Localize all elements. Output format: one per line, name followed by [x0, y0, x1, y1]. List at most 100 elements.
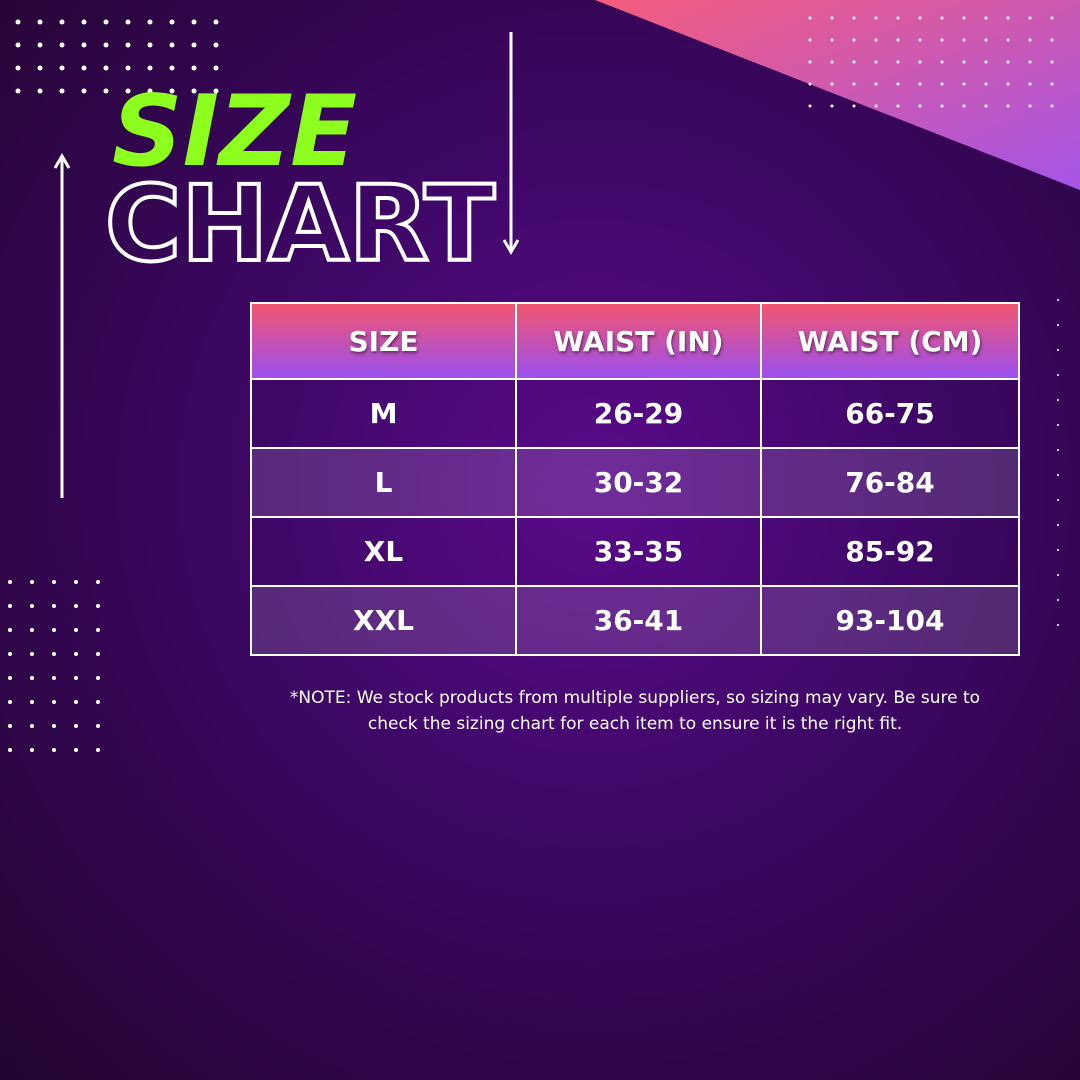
dot [15, 88, 21, 94]
dot [52, 700, 56, 704]
dot [940, 82, 944, 86]
dot [37, 65, 43, 71]
dot [213, 42, 219, 48]
dot [96, 604, 100, 608]
dot [74, 676, 78, 680]
dot [52, 604, 56, 608]
dot [81, 65, 87, 71]
dot [874, 16, 878, 20]
dot [830, 104, 834, 108]
dot [940, 104, 944, 108]
dot [52, 748, 56, 752]
dot [191, 65, 197, 71]
note: *NOTE: We stock products from multiple s… [289, 688, 981, 734]
dot [940, 60, 944, 64]
dot [37, 42, 43, 48]
dot [984, 38, 988, 42]
dot [96, 652, 100, 656]
dot [874, 82, 878, 86]
dot [59, 42, 65, 48]
table-cell: L [250, 447, 517, 518]
table-cell: 30-32 [515, 447, 762, 518]
dot [1006, 16, 1010, 20]
dot [962, 38, 966, 42]
arrow-head [502, 239, 520, 255]
dot [125, 65, 131, 71]
dot [52, 676, 56, 680]
dot [74, 652, 78, 656]
dot [830, 60, 834, 64]
dot [1028, 60, 1032, 64]
dot [169, 65, 175, 71]
dot [59, 65, 65, 71]
dot [1050, 82, 1054, 86]
dot [125, 88, 131, 94]
dot [8, 676, 12, 680]
dot [30, 724, 34, 728]
dot [1057, 474, 1059, 476]
dot [8, 604, 12, 608]
dot [852, 60, 856, 64]
dot [984, 82, 988, 86]
dot [81, 42, 87, 48]
dot [147, 88, 153, 94]
dot [1028, 104, 1032, 108]
dot [830, 16, 834, 20]
dot [37, 88, 43, 94]
dot [30, 748, 34, 752]
dot [1057, 599, 1059, 601]
dot [74, 628, 78, 632]
dot [1057, 374, 1059, 376]
dot [1057, 324, 1059, 326]
table-row: XXL 36-41 93-104 [250, 585, 1020, 656]
dot [96, 676, 100, 680]
dot [169, 19, 175, 25]
dot [1028, 82, 1032, 86]
dot [30, 604, 34, 608]
dot [37, 19, 43, 25]
dot [940, 38, 944, 42]
dot [96, 580, 100, 584]
header-cell: WAIST (IN) [515, 302, 762, 380]
title-line2: CHART [105, 163, 495, 285]
dot [918, 82, 922, 86]
dot [30, 580, 34, 584]
dot [962, 104, 966, 108]
dot [1050, 38, 1054, 42]
dot [1006, 38, 1010, 42]
dot [896, 82, 900, 86]
dot [213, 19, 219, 25]
table-row: XL 33-35 85-92 [250, 516, 1020, 587]
dot [125, 19, 131, 25]
dot [52, 724, 56, 728]
dot [81, 19, 87, 25]
dot [74, 748, 78, 752]
table-cell: 33-35 [515, 516, 762, 587]
dot [191, 19, 197, 25]
dot [984, 104, 988, 108]
dot [852, 104, 856, 108]
dot [59, 19, 65, 25]
dot [8, 652, 12, 656]
dot [96, 628, 100, 632]
dot [1028, 38, 1032, 42]
dot [191, 88, 197, 94]
dot [874, 38, 878, 42]
dot [852, 38, 856, 42]
dot [1057, 499, 1059, 501]
dot [191, 42, 197, 48]
table-cell: 26-29 [515, 378, 762, 449]
dot [896, 16, 900, 20]
dot [52, 652, 56, 656]
dot [147, 42, 153, 48]
dot [874, 104, 878, 108]
dot [962, 82, 966, 86]
dot [8, 580, 12, 584]
dot [808, 82, 812, 86]
size-table: SIZE WAIST (IN) WAIST (CM) M 26-29 66-75 L 3… [250, 302, 1020, 656]
dot [984, 60, 988, 64]
header-row: SIZE WAIST (IN) WAIST (CM) [250, 302, 1020, 380]
dot [1028, 16, 1032, 20]
dot [147, 65, 153, 71]
